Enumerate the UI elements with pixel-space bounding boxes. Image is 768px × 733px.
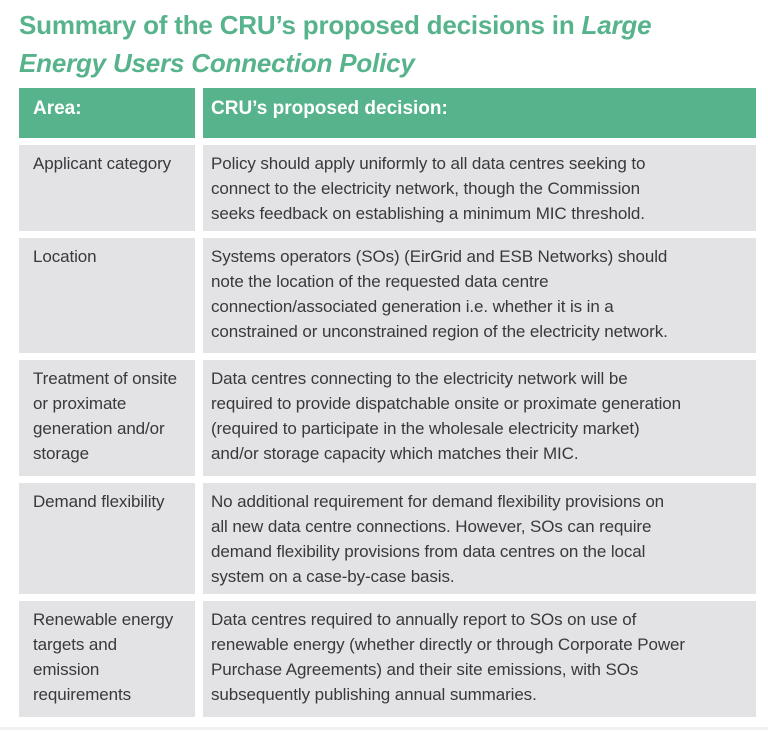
row-renewable-energy-decision: Data centres required to annually report… <box>203 601 756 717</box>
row-demand-flexibility-area: Demand flexibility <box>19 483 195 594</box>
page-bottom-rule <box>0 727 768 730</box>
page-title: Summary of the CRU’s proposed decisions … <box>19 6 759 82</box>
row-onsite-generation-decision: Data centres connecting to the electrici… <box>203 360 756 476</box>
title-italic-text-line2: Energy Users Connection Policy <box>19 48 415 78</box>
title-regular-text: Summary of the CRU’s proposed decisions … <box>19 10 582 40</box>
row-renewable-energy-area: Renewable energy targets and emission re… <box>19 601 195 717</box>
column-header-decision: CRU’s proposed decision: <box>203 88 756 138</box>
row-location-decision: Systems operators (SOs) (EirGrid and ESB… <box>203 238 756 353</box>
row-applicant-category-area: Applicant category <box>19 145 195 231</box>
page-title-line2: Energy Users Connection Policy <box>19 44 759 82</box>
decisions-table: Area: CRU’s proposed decision: Applicant… <box>19 88 756 717</box>
row-applicant-category-decision: Policy should apply uniformly to all dat… <box>203 145 756 231</box>
column-header-area: Area: <box>19 88 195 138</box>
row-demand-flexibility-decision: No additional requirement for demand fle… <box>203 483 756 594</box>
row-location-area: Location <box>19 238 195 353</box>
page-title-line1: Summary of the CRU’s proposed decisions … <box>19 6 759 44</box>
row-onsite-generation-area: Treatment of onsite or proximate generat… <box>19 360 195 476</box>
title-italic-text-line1: Large <box>581 10 652 40</box>
